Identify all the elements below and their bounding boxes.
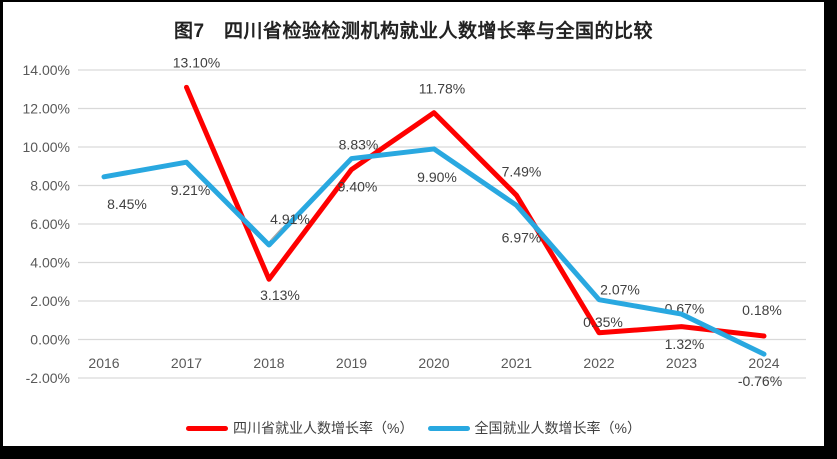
x-axis-tick-label: 2023	[666, 355, 697, 371]
x-axis-tick-label: 2018	[253, 355, 284, 371]
y-axis-tick-label: 8.00%	[30, 178, 70, 194]
x-axis-tick-label: 2020	[418, 355, 449, 371]
data-point-label: 0.18%	[742, 302, 782, 318]
data-point-label: 8.45%	[107, 196, 147, 212]
data-point-label: -0.76%	[738, 373, 782, 389]
y-axis-tick-label: 6.00%	[30, 216, 70, 232]
legend-label-sichuan: 四川省就业人数增长率（%）	[233, 420, 414, 436]
legend-label-national: 全国就业人数增长率（%）	[474, 420, 641, 436]
y-axis-tick-label: 10.00%	[23, 139, 70, 155]
chart-title: 图7 四川省检验检测机构就业人数增长率与全国的比较	[173, 21, 654, 42]
line-chart: 14.00% 12.00% 10.00% 8.00% 6.00% 4.00% 2.00% 0.…	[23, 54, 806, 389]
national-series-line	[101, 146, 767, 357]
legend-item-sichuan: 四川省就业人数增长率（%）	[186, 418, 414, 438]
data-point-label: 9.40%	[338, 179, 378, 195]
chart-legend: 四川省就业人数增长率（%） 全国就业人数增长率（%）	[3, 418, 824, 438]
x-axis-tick-label: 2021	[501, 355, 532, 371]
y-axis-tick-label: 4.00%	[30, 255, 70, 271]
chart-canvas: 图7 四川省检验检测机构就业人数增长率与全国的比较 14.00% 12.00% 10…	[3, 2, 824, 446]
legend-item-national: 全国就业人数增长率（%）	[427, 418, 641, 438]
data-point-label: 9.90%	[417, 169, 457, 185]
y-axis-tick-label: 14.00%	[23, 62, 70, 78]
data-point-label: 0.35%	[583, 314, 623, 330]
data-point-label: 13.10%	[173, 54, 220, 70]
label-leader-line	[270, 227, 283, 241]
x-axis-tick-label: 2016	[88, 355, 119, 371]
y-axis-tick-label: 2.00%	[30, 293, 70, 309]
national-line-swatch-icon	[427, 425, 470, 431]
sichuan-line-swatch-icon	[186, 425, 229, 431]
data-point-label: 7.49%	[502, 163, 542, 179]
data-point-label: 4.91%	[270, 211, 310, 227]
data-point-label: 2.07%	[600, 282, 640, 298]
y-axis-tick-label: 0.00%	[30, 332, 70, 348]
x-axis-tick-label: 2017	[171, 355, 202, 371]
data-point-label: 8.83%	[339, 137, 379, 153]
x-axis-tick-label: 2022	[583, 355, 614, 371]
sichuan-series-line	[184, 84, 767, 339]
data-point-label: 1.32%	[665, 336, 705, 352]
data-point-label: 6.97%	[502, 229, 542, 245]
x-axis-tick-label: 2024	[748, 355, 779, 371]
x-axis-tick-label: 2019	[336, 355, 367, 371]
data-point-label: 11.78%	[419, 81, 465, 97]
y-axis-tick-label: -2.00%	[26, 370, 70, 386]
data-point-label: 3.13%	[260, 287, 300, 303]
y-axis-tick-label: 12.00%	[23, 101, 70, 117]
data-point-label: 9.21%	[171, 182, 211, 198]
